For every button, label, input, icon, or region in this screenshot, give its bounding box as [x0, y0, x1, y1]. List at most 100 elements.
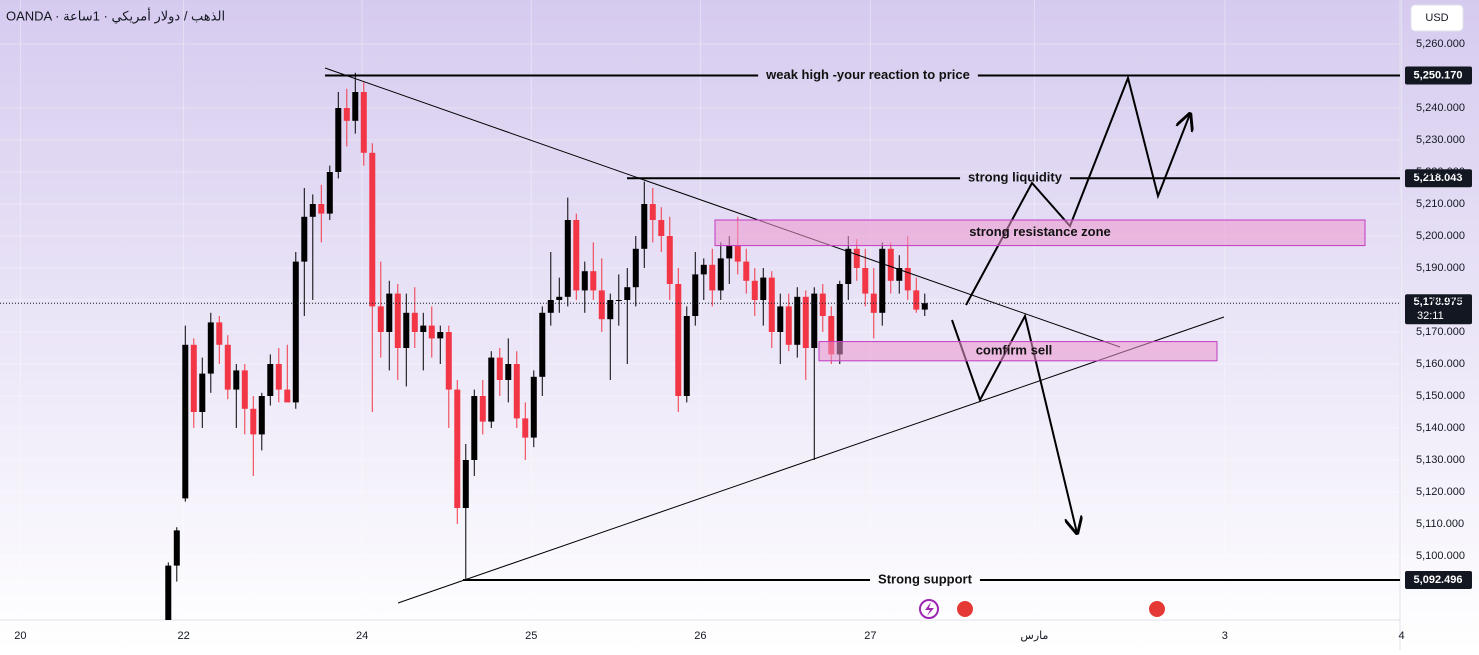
y-tick-label: 5,210.000 — [1416, 198, 1465, 210]
y-tick-label: 5,160.000 — [1416, 358, 1465, 370]
candle-body — [522, 418, 529, 438]
candles — [165, 72, 928, 620]
candle-body — [819, 293, 826, 316]
currency-button[interactable] — [1410, 4, 1464, 32]
candle-body — [649, 204, 656, 220]
candle-body — [556, 296, 563, 300]
last-price-box — [1405, 294, 1472, 325]
candle-body — [292, 261, 299, 403]
candle-body — [658, 220, 665, 236]
y-tick-label: 5,120.000 — [1416, 486, 1465, 498]
candle-body — [666, 236, 673, 284]
candle-body — [301, 216, 308, 262]
y-tick-label: 5,110.000 — [1416, 518, 1464, 530]
trendline — [397, 316, 1225, 604]
candle-body — [207, 322, 214, 374]
last-price-label: 5,178.975 — [1414, 296, 1463, 308]
candle-body — [454, 389, 461, 508]
x-tick-label: 26 — [694, 630, 706, 642]
candle-body — [326, 172, 333, 214]
candle-body — [420, 325, 427, 332]
event-icon — [1147, 599, 1167, 619]
candle-body — [692, 274, 699, 316]
candle-body — [726, 245, 733, 259]
candle-body — [488, 357, 495, 422]
candle-body — [624, 287, 631, 300]
candle-body — [258, 396, 265, 435]
candle-body — [734, 245, 741, 262]
candle-body — [479, 396, 486, 422]
candle-body — [802, 296, 809, 348]
candle-body — [853, 248, 860, 268]
y-tick-label: 5,240.000 — [1416, 102, 1465, 114]
y-tick-label: 5,260.000 — [1416, 38, 1465, 50]
y-tick-label: 5,200.000 — [1416, 230, 1465, 242]
candle-body — [513, 364, 520, 419]
candle-body — [581, 271, 588, 291]
candle-body — [411, 312, 418, 332]
y-tick-label: 5,220.000 — [1416, 166, 1465, 178]
candle-body — [751, 280, 758, 300]
candle-body — [428, 325, 435, 339]
currency[interactable]: USD — [1425, 12, 1448, 24]
candle-body — [709, 264, 716, 291]
y-tick-label: 5,100.000 — [1416, 550, 1465, 562]
y-tick-label: 5,140.000 — [1416, 422, 1465, 434]
candle-body — [904, 268, 911, 291]
y-tick-label: 5,130.000 — [1416, 454, 1465, 466]
grid — [0, 0, 1402, 620]
candle-body — [165, 565, 172, 620]
candle-body — [777, 306, 784, 332]
candle-body — [607, 300, 614, 320]
annotations: 5,178.975 32:11 strong resistance zone comf… — [0, 66, 1472, 590]
zone — [714, 219, 1366, 247]
zone-label: comfirm sell — [976, 343, 1053, 358]
level-price-box — [1405, 169, 1472, 188]
countdown: 32:11 — [1417, 310, 1444, 322]
candle-body — [386, 293, 393, 332]
candle-body — [360, 92, 367, 153]
candle-body — [394, 293, 401, 348]
candle-body — [309, 204, 316, 217]
x-tick-label: 24 — [356, 630, 368, 642]
candle-body — [641, 204, 648, 249]
level-price-label: 5,092.496 — [1414, 574, 1463, 586]
event-icons — [919, 599, 1167, 619]
candle-body — [590, 271, 597, 291]
candle-body — [233, 370, 240, 390]
level-label: strong liquidity — [968, 170, 1063, 185]
candle-body — [683, 316, 690, 396]
candle-body — [445, 332, 452, 390]
candle-body — [921, 303, 928, 310]
zone — [818, 341, 1218, 362]
candle-body — [437, 332, 444, 339]
candle-body — [377, 306, 384, 332]
x-tick-label: 3 — [1222, 630, 1228, 642]
candle-body — [352, 92, 359, 121]
x-tick-label: 27 — [864, 630, 876, 642]
candle-body — [717, 258, 724, 291]
candle-body — [879, 248, 886, 313]
bull-path — [965, 74, 1190, 306]
candle-body — [785, 306, 792, 345]
x-tick-label: 25 — [525, 630, 537, 642]
candle-body — [768, 277, 775, 332]
candle-body — [760, 277, 767, 300]
y-tick-label: 5,180.000 — [1416, 294, 1465, 306]
x-tick-label: 20 — [14, 630, 26, 642]
candle-body — [675, 284, 682, 396]
level-price-box — [1405, 571, 1472, 590]
event-icon — [925, 602, 934, 616]
candle-body — [250, 408, 257, 435]
event-icon — [955, 599, 975, 619]
candle-body — [530, 376, 537, 438]
candle-body — [794, 296, 801, 345]
candle-body — [318, 204, 325, 214]
candle-body — [896, 268, 903, 281]
candle-body — [632, 248, 639, 288]
candle-body — [462, 460, 469, 508]
candle-body — [845, 248, 852, 284]
candle-body — [573, 220, 580, 291]
